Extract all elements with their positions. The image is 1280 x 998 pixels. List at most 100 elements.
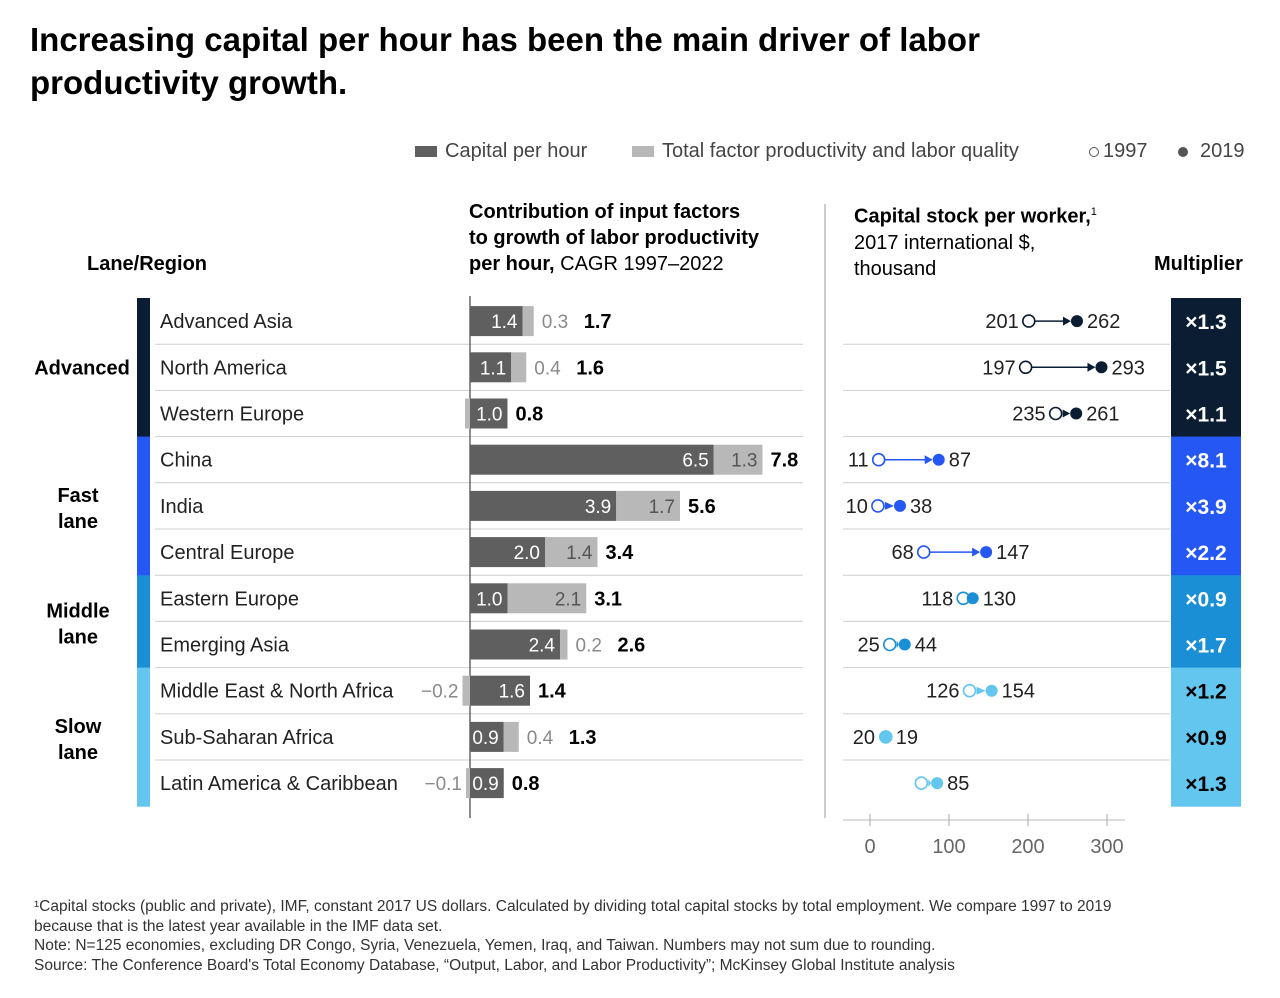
region-label: Advanced Asia (160, 311, 293, 333)
bar-capital-label: 3.9 (585, 497, 611, 518)
footnote-line2: because that is the latest year availabl… (34, 917, 443, 935)
label-1997: 197 (982, 357, 1015, 379)
bar-capital (470, 768, 504, 799)
bar-tfp-label: 0.3 (542, 312, 568, 333)
contribution-header-line3-bold: per hour, (469, 253, 555, 275)
point-2019 (1070, 315, 1083, 328)
label-2019: 262 (1087, 311, 1120, 333)
bar-capital-label: 2.0 (514, 543, 540, 564)
lane-label: lane (58, 511, 98, 533)
multiplier-cell (1171, 344, 1241, 391)
bar-total-label: 0.8 (512, 773, 540, 795)
multiplier-value: ×1.3 (1185, 311, 1226, 334)
bar-total-label: 1.4 (538, 681, 567, 703)
label-2019: 147 (996, 542, 1029, 564)
label-1997: 25 (858, 635, 880, 657)
multiplier-value: ×1.3 (1185, 773, 1226, 796)
bar-tfp-label: −0.2 (421, 682, 459, 703)
bar-capital (470, 721, 504, 752)
point-1997 (1021, 314, 1036, 328)
multiplier-value: ×2.2 (1185, 542, 1226, 565)
bar-tfp-label: 1.7 (649, 497, 675, 518)
region-label: Central Europe (160, 542, 295, 564)
bar-tfp (507, 583, 587, 614)
multiplier-cell (1171, 390, 1241, 438)
point-1997 (1018, 360, 1033, 375)
multiplier-value: ×1.2 (1185, 681, 1226, 704)
label-2019: 44 (915, 635, 937, 657)
lane-strip (137, 621, 150, 669)
change-arrow-head (928, 779, 932, 788)
legend: Capital per hour Total factor productivi… (0, 140, 1280, 166)
point-2019 (894, 499, 907, 512)
region-label: Western Europe (160, 404, 304, 426)
lane-strip (137, 760, 150, 807)
bar-capital (470, 306, 523, 337)
point-1997 (1048, 406, 1063, 421)
multiplier-cell (1171, 436, 1241, 484)
bar-capital-label: 1.0 (476, 589, 502, 610)
multiplier-cell (1171, 298, 1241, 345)
region-header: Lane/Region (87, 253, 208, 275)
lane-strip (137, 436, 150, 484)
legend-tfp-swatch (632, 146, 654, 157)
scatter-tick-label: 200 (1011, 836, 1044, 858)
multiplier-cell (1171, 482, 1241, 530)
point-2019 (980, 546, 993, 559)
bar-capital (470, 352, 512, 383)
legend-2019: 2019 (1178, 140, 1245, 163)
scatter-tick-label: 300 (1090, 836, 1123, 858)
multiplier-value: ×1.5 (1185, 357, 1227, 380)
change-arrow-head (976, 686, 986, 695)
multiplier-value: ×8.1 (1185, 450, 1227, 473)
lane-label: lane (58, 742, 98, 764)
bar-capital-label: 1.6 (499, 682, 525, 703)
label-2019: 85 (947, 773, 969, 795)
label-2019: 261 (1086, 404, 1119, 426)
point-1997 (916, 545, 931, 559)
contribution-header: Contribution of input factors to growth … (469, 199, 799, 277)
label-1997: 235 (1012, 404, 1045, 426)
bar-total-label: 1.6 (576, 357, 604, 379)
change-arrow-head (896, 640, 899, 649)
bar-tfp (462, 675, 470, 706)
lane-strip (137, 390, 150, 438)
change-arrow-head (1062, 316, 1071, 326)
bar-total-label: 1.7 (584, 311, 612, 333)
lane-label: Advanced (34, 357, 130, 379)
point-1997 (962, 683, 977, 698)
chart-title: Increasing capital per hour has been the… (30, 21, 980, 101)
label-2019: 87 (949, 450, 971, 472)
change-arrow-head (972, 547, 981, 557)
capital-header-bold: Capital stock per worker, (854, 205, 1091, 228)
change-arrow-head (1062, 409, 1071, 418)
bar-tfp (545, 537, 598, 568)
legend-tfp-label: Total factor productivity and labor qual… (662, 140, 1019, 162)
lane-label: lane (58, 626, 98, 648)
lane-label: Slow (55, 716, 102, 738)
multiplier-value: ×1.7 (1185, 635, 1226, 658)
bar-total-label: 0.8 (516, 404, 544, 426)
region-label: Sub-Saharan Africa (160, 727, 334, 749)
bar-capital (470, 537, 545, 568)
lane-strip (137, 575, 150, 622)
label-2019: 19 (896, 727, 918, 749)
bar-total-label: 2.6 (618, 635, 646, 657)
legend-capital-swatch (415, 146, 437, 157)
point-2019 (898, 638, 911, 651)
point-2019 (966, 592, 979, 605)
label-2019: 38 (910, 496, 932, 518)
lane-strip (137, 344, 150, 391)
multiplier-cell (1171, 575, 1241, 622)
bar-tfp (560, 629, 568, 660)
bar-tfp (713, 444, 763, 475)
bar-total-label: 3.4 (606, 542, 635, 564)
point-2019 (1070, 407, 1083, 420)
bar-tfp (466, 768, 470, 799)
multiplier-cell (1171, 713, 1241, 761)
bar-tfp-label: 2.1 (555, 589, 581, 610)
bar-capital (470, 444, 714, 475)
point-2019 (985, 684, 998, 697)
label-1997: 118 (921, 588, 953, 610)
